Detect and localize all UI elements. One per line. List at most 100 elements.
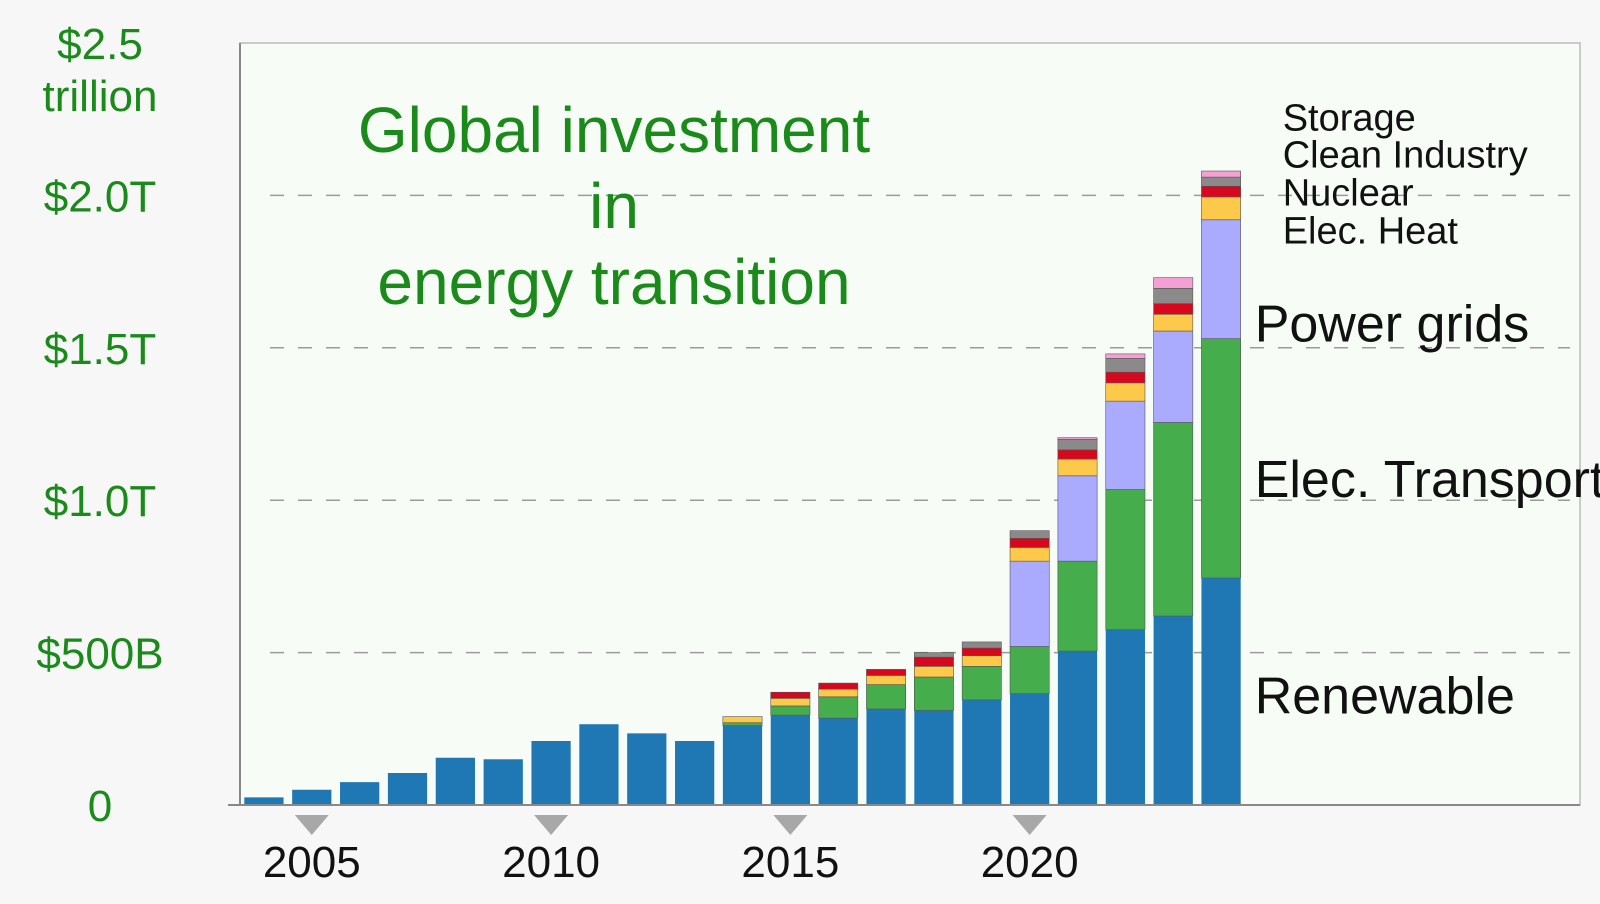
bar-segment-nuclear xyxy=(1057,449,1098,460)
bar-segment-storage xyxy=(1105,353,1146,359)
bar-segment-nuclear xyxy=(914,656,954,667)
bar-segment-clean-industry xyxy=(914,652,954,658)
series-label: Renewable xyxy=(1255,667,1515,725)
bar-segment-storage xyxy=(1153,277,1194,289)
bar-segment-renewable xyxy=(292,789,332,805)
chart-title-line: Global investment xyxy=(358,94,870,166)
bar-segment-elec-transport xyxy=(1153,422,1194,617)
bar-segment-renewable xyxy=(627,733,667,805)
y-tick-label: $1.5T xyxy=(44,325,157,374)
bar-segment-storage xyxy=(1201,170,1241,178)
bar-segment-renewable xyxy=(866,708,906,805)
y-tick-label: trillion xyxy=(43,72,158,121)
axes xyxy=(228,43,1580,806)
y-tick-label: $500B xyxy=(36,630,163,679)
bar-segment-renewable xyxy=(770,715,810,805)
x-tick-marker xyxy=(294,815,329,835)
bar-segment-renewable xyxy=(1153,616,1193,805)
bar-segment-storage xyxy=(1057,437,1098,440)
bar-segment-elec-heat xyxy=(1009,547,1050,562)
bar-segment-renewable xyxy=(531,740,571,805)
bar-segment-power-grids xyxy=(1009,560,1050,647)
bar-segment-elec-transport xyxy=(818,696,859,719)
bar-segment-clean-industry xyxy=(1105,358,1146,373)
bar-segment-elec-heat xyxy=(722,716,763,724)
bar-segment-elec-heat xyxy=(770,698,811,707)
bar-segment-renewable xyxy=(1057,651,1098,805)
bar-segment-nuclear xyxy=(1009,537,1050,548)
bar-segment-nuclear xyxy=(1153,303,1194,315)
series-label: Elec. Heat xyxy=(1283,210,1459,252)
bar-segment-elec-heat xyxy=(1201,196,1241,221)
bar-segment-nuclear xyxy=(1105,371,1146,384)
bar-segment-elec-transport xyxy=(1105,489,1146,631)
bar-segment-renewable xyxy=(1201,577,1241,805)
x-tick-label: 2020 xyxy=(981,838,1079,887)
bar-segment-elec-transport xyxy=(770,705,811,716)
bar-segment-nuclear xyxy=(770,691,811,699)
bar-segment-elec-transport xyxy=(1009,646,1050,695)
bar-segment-clean-industry xyxy=(1201,176,1241,187)
bar-segment-renewable xyxy=(435,757,475,805)
x-tick-label: 2005 xyxy=(263,838,361,887)
bar-segment-clean-industry xyxy=(1009,530,1050,539)
bar-segment-elec-heat xyxy=(1105,382,1146,402)
y-tick-label: 0 xyxy=(88,782,112,831)
bar-segment-nuclear xyxy=(866,669,906,676)
chart-title-line: energy transition xyxy=(377,246,850,318)
y-tick-label: $1.0T xyxy=(44,477,157,526)
y-tick-label: $2.5 xyxy=(57,20,143,69)
x-tick-labels: 2005 2010 2015 2020 xyxy=(263,815,1079,887)
series-label: Nuclear xyxy=(1283,172,1414,214)
series-labels: Renewable Elec. Transport Power grids Elec.… xyxy=(1255,98,1600,726)
bar-segment-renewable xyxy=(818,718,858,805)
bar-segment-nuclear xyxy=(1201,185,1241,198)
x-tick-marker xyxy=(773,815,808,835)
x-tick-marker xyxy=(1012,815,1047,835)
series-label: Storage xyxy=(1283,98,1416,140)
bar-segment-power-grids xyxy=(1105,400,1146,490)
bar-segment-renewable xyxy=(579,724,619,805)
bar-segment-nuclear xyxy=(818,682,859,690)
bar-segment-renewable xyxy=(1010,693,1050,805)
y-tick-label: $2.0T xyxy=(44,172,157,221)
bar-segment-elec-transport xyxy=(1057,560,1098,652)
bar-segment-elec-transport xyxy=(961,666,1002,701)
x-tick-label: 2015 xyxy=(741,838,839,887)
bars xyxy=(244,170,1241,805)
x-tick-label: 2010 xyxy=(502,838,600,887)
bar-segment-renewable xyxy=(483,759,523,805)
bar-segment-elec-heat xyxy=(866,675,906,685)
bar-segment-renewable xyxy=(962,699,1002,805)
series-label: Clean Industry xyxy=(1283,134,1528,176)
bar-segment-clean-industry xyxy=(961,641,1002,649)
bar-segment-elec-heat xyxy=(1153,313,1194,332)
chart-title-line: in xyxy=(589,170,639,242)
x-tick-marker xyxy=(534,815,569,835)
bar-segment-elec-heat xyxy=(818,688,859,698)
bar-segment-renewable xyxy=(244,797,284,805)
plot-area xyxy=(239,42,1581,806)
bar-segment-clean-industry xyxy=(1057,438,1098,451)
bar-segment-renewable xyxy=(1105,629,1145,805)
bar-segment-elec-heat xyxy=(961,655,1002,667)
bar-segment-elec-transport xyxy=(1201,338,1241,579)
bar-segment-elec-heat xyxy=(1057,458,1098,477)
bar-segment-elec-heat xyxy=(914,666,954,678)
bar-segment-renewable xyxy=(914,710,954,805)
bar-segment-elec-transport xyxy=(866,684,906,710)
bar-segment-nuclear xyxy=(961,647,1002,656)
bar-segment-renewable xyxy=(722,725,763,805)
series-label: Power grids xyxy=(1255,295,1530,353)
bar-segment-elec-transport xyxy=(914,676,954,711)
bar-segment-power-grids xyxy=(1057,475,1098,562)
series-label: Elec. Transport xyxy=(1255,451,1600,509)
bar-segment-renewable xyxy=(675,740,715,805)
bar-segment-elec-transport xyxy=(722,722,763,727)
bar-segment-power-grids xyxy=(1153,330,1194,423)
bar-segment-renewable xyxy=(387,772,428,805)
bar-segment-renewable xyxy=(340,782,380,805)
